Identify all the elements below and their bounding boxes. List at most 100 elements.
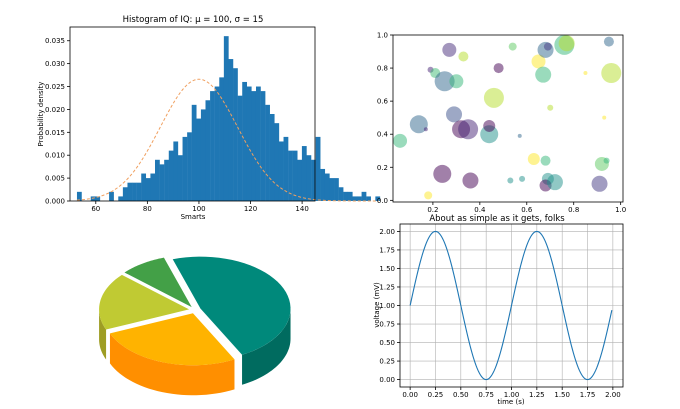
histogram-bar [173,141,179,201]
x-tick-label: 0.2 [427,206,438,214]
y-tick-label: 0.0 [377,197,388,205]
scatter-point [393,133,408,148]
scatter-point [508,42,517,51]
pie-slice-side [242,308,291,385]
scatter-point [591,175,608,192]
histogram-bar [292,150,298,201]
histogram-bar [182,136,188,201]
scatter-y-ticks: 0.0 0.2 0.4 0.6 0.8 1.0 [377,32,393,205]
histogram-bar [242,81,248,201]
histogram-bar [251,91,257,201]
histogram-bar [122,187,128,201]
scatter-frame [392,34,624,203]
scatter-point [602,115,607,120]
histogram-bar [187,132,192,201]
scatter-point [409,115,428,134]
x-tick-label: 0.00 [402,391,418,399]
histogram-bar [177,155,183,201]
histogram-bar [159,164,165,201]
histogram-bar [338,187,344,201]
scatter-point [449,74,464,89]
scatter-point [434,71,455,92]
scatter-point [558,35,575,52]
y-tick-label: 0.00 [379,376,395,384]
x-tick-label: 1.75 [580,391,596,399]
scatter-point [583,71,588,76]
histogram-bar [168,150,174,201]
x-tick-label: 80 [143,205,152,213]
histogram-bar [76,191,82,201]
y-tick-label: 0.010 [45,152,65,160]
scatter-point [601,63,622,84]
y-tick-label: 1.75 [379,246,395,254]
histogram-frame [69,26,316,202]
scatter-point [543,42,552,51]
pie-panel [99,256,291,396]
histogram-bar [164,159,169,201]
y-tick-label: 0.005 [45,175,65,183]
histogram-bar [315,136,321,201]
y-tick-label: 0.030 [45,60,65,68]
y-tick-label: 0.000 [45,198,65,206]
histogram-bar [255,86,261,201]
histogram-bar [260,91,266,201]
pie-slice [124,257,192,308]
x-tick-label: 60 [91,205,100,213]
histogram-bar [278,141,284,201]
scatter-point [531,54,546,69]
pie-slice-side [99,309,107,360]
y-tick-label: 0.035 [45,37,65,45]
y-tick-label: 1.0 [377,32,388,40]
histogram-panel: Histogram of IQ: μ = 100, σ = 15 60 80 100… [37,15,381,221]
scatter-point [442,42,457,57]
histogram-bar [361,191,367,201]
histogram-bar [366,196,371,201]
pie-slice-side [109,333,235,396]
histogram-x-ticks: 60 80 100 120 140 [91,201,309,213]
histogram-bar [274,123,280,201]
scatter-point [433,164,452,183]
y-tick-label: 1.50 [379,265,395,273]
scatter-point [527,153,540,166]
histogram-bar [269,114,275,201]
histogram-bar [246,86,252,201]
y-tick-label: 0.2 [377,164,388,172]
scatter-point [493,63,504,74]
histogram-bar [210,91,215,201]
scatter-point [458,119,479,140]
histogram-bar [301,146,307,201]
scatter-panel: 0.2 0.4 0.6 0.8 1.0 0.0 0.2 0.4 0.6 0.8 1.0 [377,32,626,215]
histogram-bar [329,178,335,201]
pie-slice [109,313,235,366]
y-tick-label: 1.25 [379,283,395,291]
histogram-title: Histogram of IQ: μ = 100, σ = 15 [123,15,264,25]
histogram-bar [109,191,114,201]
line-grid [400,224,623,387]
histogram-bar [320,168,326,201]
histogram-y-ticks: 0.000 0.005 0.010 0.015 0.020 0.025 0.030 0.035 [45,37,70,206]
histogram-bar [334,178,339,201]
scatter-point [462,172,479,189]
histogram-bar [297,159,303,201]
scatter-point [519,175,526,182]
scatter-point [603,36,614,47]
scatter-point [446,106,463,123]
histogram-bar [155,159,160,201]
y-tick-label: 0.25 [379,358,395,366]
line-series [409,230,613,381]
histogram-bar [127,182,133,201]
scatter-point [424,191,433,200]
histogram-bar [219,77,225,201]
x-tick-label: 1.25 [529,391,545,399]
histogram-bar [352,196,358,201]
x-tick-label: 0.25 [428,391,444,399]
scatter-point [483,87,504,108]
histogram-bar [95,196,101,201]
scatter-point [423,127,428,132]
histogram-x-label: Smarts [181,213,206,221]
histogram-bar [118,196,124,201]
histogram-bar [214,86,220,201]
y-tick-label: 0.015 [45,129,65,137]
scatter-x-ticks: 0.2 0.4 0.6 0.8 1.0 [427,202,626,214]
